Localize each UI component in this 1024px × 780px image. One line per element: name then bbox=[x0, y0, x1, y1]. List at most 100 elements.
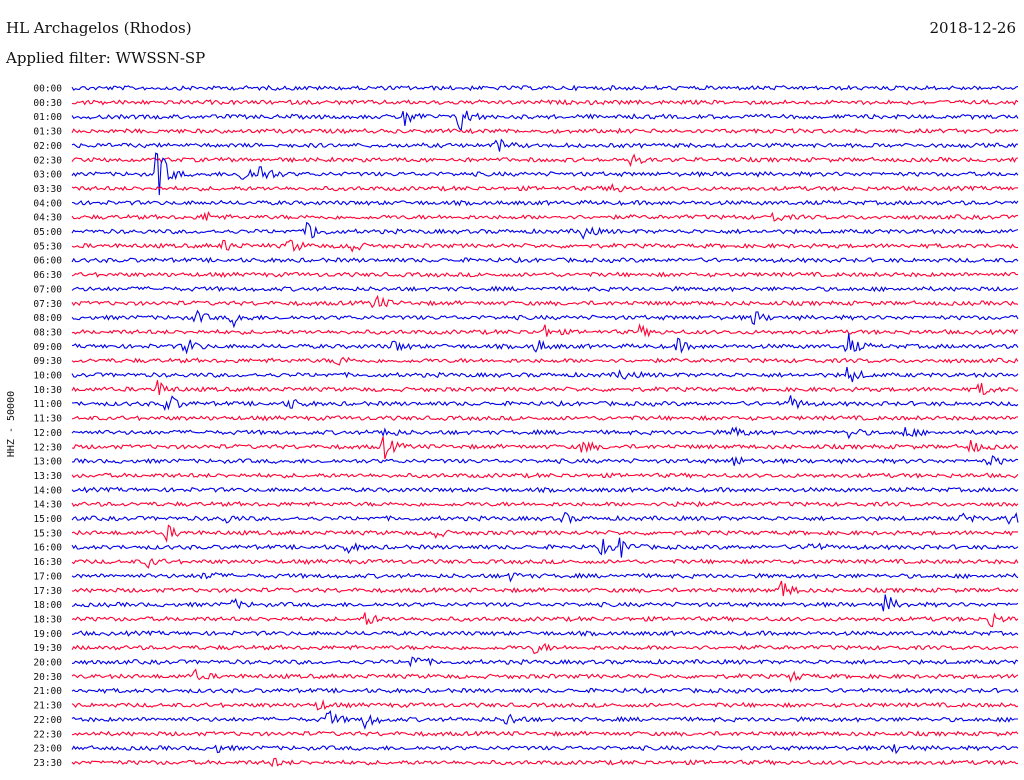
trace-line-1730 bbox=[71, 580, 1019, 597]
trace-line-1700 bbox=[71, 572, 1019, 583]
trace-line-0400 bbox=[71, 199, 1019, 207]
trace-line-0100 bbox=[71, 110, 1019, 131]
trace-line-2200 bbox=[71, 710, 1018, 730]
time-tick-label: 16:30 bbox=[33, 557, 62, 568]
trace-line-0430 bbox=[71, 210, 1019, 222]
time-tick-label: 23:00 bbox=[33, 744, 62, 755]
station-title: HL Archagelos (Rhodos) bbox=[6, 19, 192, 37]
trace-line-1400 bbox=[71, 486, 1019, 494]
trace-line-0600 bbox=[71, 256, 1019, 264]
filter-label: Applied filter: WWSSN-SP bbox=[6, 49, 206, 67]
trace-line-1630 bbox=[71, 557, 1019, 569]
time-tick-label: 12:30 bbox=[33, 442, 62, 453]
time-tick-label: 04:00 bbox=[33, 198, 62, 209]
trace-line-2100 bbox=[71, 687, 1019, 695]
trace-line-1200 bbox=[71, 426, 1019, 440]
trace-line-1130 bbox=[71, 414, 1019, 422]
trace-line-0230 bbox=[71, 153, 1019, 168]
time-tick-label: 02:30 bbox=[33, 155, 62, 166]
trace-line-0000 bbox=[71, 84, 1019, 92]
time-tick-label: 02:00 bbox=[33, 141, 62, 152]
time-tick-label: 04:30 bbox=[33, 213, 62, 224]
trace-line-1800 bbox=[71, 594, 1019, 612]
time-tick-label: 18:30 bbox=[33, 614, 62, 625]
time-tick-label: 11:30 bbox=[33, 414, 62, 425]
trace-line-1600 bbox=[71, 537, 1019, 558]
time-tick-label: 00:30 bbox=[33, 98, 62, 109]
trace-line-1430 bbox=[71, 500, 1019, 508]
time-tick-label: 05:30 bbox=[33, 241, 62, 252]
time-tick-label: 10:30 bbox=[33, 385, 62, 396]
time-tick-label: 10:00 bbox=[33, 371, 62, 382]
date-label: 2018-12-26 bbox=[929, 19, 1016, 37]
time-tick-label: 22:00 bbox=[33, 715, 62, 726]
trace-line-1900 bbox=[71, 629, 1019, 637]
trace-line-0530 bbox=[71, 239, 1019, 253]
time-tick-label: 16:00 bbox=[33, 543, 62, 554]
time-tick-label: 00:00 bbox=[33, 84, 62, 95]
trace-line-1000 bbox=[71, 366, 1019, 383]
time-tick-label: 17:30 bbox=[33, 586, 62, 597]
time-tick-label: 05:00 bbox=[33, 227, 62, 238]
trace-line-0800 bbox=[71, 309, 1019, 329]
trace-line-0300 bbox=[71, 152, 1019, 196]
trace-line-2230 bbox=[71, 730, 1019, 738]
time-tick-label: 12:00 bbox=[33, 428, 62, 439]
trace-line-0700 bbox=[71, 285, 1019, 293]
trace-line-1100 bbox=[71, 395, 1019, 412]
time-tick-label: 13:30 bbox=[33, 471, 62, 482]
time-tick-label: 14:30 bbox=[33, 500, 62, 511]
time-tick-label: 20:30 bbox=[33, 672, 62, 683]
trace-line-2330 bbox=[71, 757, 1019, 768]
time-tick-label: 14:00 bbox=[33, 485, 62, 496]
time-tick-label: 09:30 bbox=[33, 356, 62, 367]
time-tick-label: 21:30 bbox=[33, 701, 62, 712]
time-tick-label: 07:00 bbox=[33, 284, 62, 295]
trace-line-0900 bbox=[71, 333, 1019, 355]
trace-line-0030 bbox=[71, 98, 1019, 106]
trace-line-0630 bbox=[71, 271, 1019, 278]
time-tick-label: 09:00 bbox=[33, 342, 62, 353]
time-tick-label: 13:00 bbox=[33, 457, 62, 468]
trace-line-0130 bbox=[71, 127, 1019, 135]
time-tick-label: 18:00 bbox=[33, 600, 62, 611]
trace-line-2130 bbox=[71, 699, 1019, 711]
trace-line-1230 bbox=[71, 436, 1019, 460]
time-tick-label: 17:00 bbox=[33, 571, 62, 582]
time-tick-label: 21:00 bbox=[33, 686, 62, 697]
trace-line-1530 bbox=[71, 524, 1019, 543]
time-tick-label: 03:00 bbox=[33, 170, 62, 181]
trace-line-0500 bbox=[71, 221, 1019, 240]
time-tick-label: 19:30 bbox=[33, 643, 62, 654]
trace-line-2000 bbox=[71, 656, 1019, 668]
trace-line-1330 bbox=[71, 472, 1019, 479]
time-tick-label: 06:00 bbox=[33, 256, 62, 267]
trace-line-2300 bbox=[71, 744, 1019, 755]
time-tick-labels: 00:00 00:30 01:00 01:30 02:00 02:30 03:00 03:30… bbox=[33, 84, 62, 769]
trace-line-0730 bbox=[71, 294, 1019, 309]
time-tick-label: 11:00 bbox=[33, 399, 62, 410]
time-tick-label: 19:00 bbox=[33, 629, 62, 640]
trace-group bbox=[71, 84, 1019, 768]
time-tick-label: 08:30 bbox=[33, 327, 62, 338]
time-tick-label: 06:30 bbox=[33, 270, 62, 281]
trace-line-2030 bbox=[71, 668, 1019, 683]
trace-line-1830 bbox=[71, 612, 1019, 628]
trace-line-0330 bbox=[71, 182, 1019, 193]
trace-line-0930 bbox=[71, 356, 1019, 366]
time-tick-label: 08:00 bbox=[33, 313, 62, 324]
time-tick-label: 20:00 bbox=[33, 658, 62, 669]
time-tick-label: 07:30 bbox=[33, 299, 62, 310]
time-tick-label: 23:30 bbox=[33, 758, 62, 769]
time-tick-label: 01:30 bbox=[33, 127, 62, 138]
trace-line-1930 bbox=[71, 642, 1019, 655]
time-tick-label: 03:30 bbox=[33, 184, 62, 195]
trace-line-0200 bbox=[71, 138, 1018, 152]
time-tick-label: 15:30 bbox=[33, 528, 62, 539]
trace-line-1500 bbox=[71, 511, 1019, 525]
time-tick-label: 22:30 bbox=[33, 729, 62, 740]
y-axis-label-group: HHZ - 50000 bbox=[6, 391, 17, 457]
trace-line-1300 bbox=[72, 455, 1019, 466]
time-tick-label: 15:00 bbox=[33, 514, 62, 525]
